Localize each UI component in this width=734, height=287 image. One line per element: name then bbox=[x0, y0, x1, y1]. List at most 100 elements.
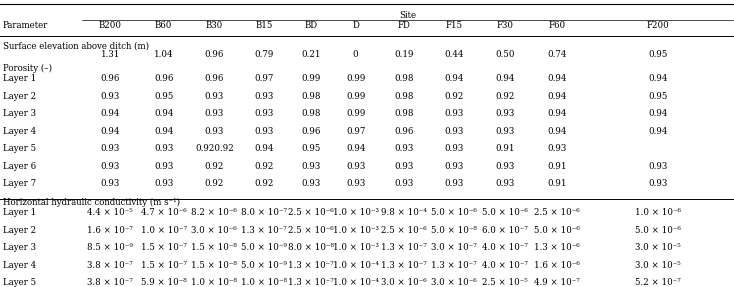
Text: Layer 2: Layer 2 bbox=[3, 92, 36, 101]
Text: 0.93: 0.93 bbox=[255, 92, 274, 101]
Text: 5.0 × 10⁻⁹: 5.0 × 10⁻⁹ bbox=[241, 243, 287, 252]
Text: 0.93: 0.93 bbox=[205, 109, 224, 118]
Text: 8.2 × 10⁻⁶: 8.2 × 10⁻⁶ bbox=[192, 208, 237, 217]
Text: 0.93: 0.93 bbox=[346, 179, 366, 188]
Text: 0.94: 0.94 bbox=[101, 109, 120, 118]
Text: 3.0 × 10⁻⁵: 3.0 × 10⁻⁵ bbox=[635, 261, 680, 270]
Text: 0.96: 0.96 bbox=[205, 51, 224, 59]
Text: 0.96: 0.96 bbox=[205, 74, 224, 83]
Text: 0.92: 0.92 bbox=[255, 179, 274, 188]
Text: FD: FD bbox=[398, 21, 410, 30]
Text: 0.94: 0.94 bbox=[648, 109, 667, 118]
Text: 0.92: 0.92 bbox=[205, 162, 224, 171]
Text: 0.94: 0.94 bbox=[495, 74, 515, 83]
Text: 4.0 × 10⁻⁷: 4.0 × 10⁻⁷ bbox=[482, 261, 528, 270]
Text: 1.0 × 10⁻⁶: 1.0 × 10⁻⁶ bbox=[635, 208, 680, 217]
Text: 1.3 × 10⁻⁷: 1.3 × 10⁻⁷ bbox=[381, 261, 427, 270]
Text: F30: F30 bbox=[497, 21, 514, 30]
Text: 0: 0 bbox=[353, 51, 358, 59]
Text: 1.5 × 10⁻⁷: 1.5 × 10⁻⁷ bbox=[141, 261, 186, 270]
Text: Layer 5: Layer 5 bbox=[3, 278, 36, 287]
Text: 4.7 × 10⁻⁶: 4.7 × 10⁻⁶ bbox=[141, 208, 186, 217]
Text: 0.93: 0.93 bbox=[255, 109, 274, 118]
Text: 0.93: 0.93 bbox=[394, 162, 414, 171]
Text: 0.93: 0.93 bbox=[255, 127, 274, 136]
Text: 0.94: 0.94 bbox=[154, 109, 173, 118]
Text: 0.96: 0.96 bbox=[394, 127, 414, 136]
Text: 0.97: 0.97 bbox=[346, 127, 366, 136]
Text: 0.93: 0.93 bbox=[101, 179, 120, 188]
Text: 5.0 × 10⁻⁶: 5.0 × 10⁻⁶ bbox=[635, 226, 680, 235]
Text: 0.94: 0.94 bbox=[154, 127, 173, 136]
Text: 0.93: 0.93 bbox=[301, 162, 321, 171]
Text: 0.94: 0.94 bbox=[547, 92, 567, 101]
Text: 1.5 × 10⁻⁷: 1.5 × 10⁻⁷ bbox=[141, 243, 186, 252]
Text: 0.93: 0.93 bbox=[547, 144, 567, 153]
Text: 0.21: 0.21 bbox=[301, 51, 321, 59]
Text: 0.92: 0.92 bbox=[495, 92, 515, 101]
Text: 3.0 × 10⁻⁶: 3.0 × 10⁻⁶ bbox=[381, 278, 427, 287]
Text: 1.0 × 10⁻³: 1.0 × 10⁻³ bbox=[333, 243, 379, 252]
Text: Layer 3: Layer 3 bbox=[3, 243, 36, 252]
Text: Layer 6: Layer 6 bbox=[3, 162, 36, 171]
Text: 1.04: 1.04 bbox=[154, 51, 173, 59]
Text: 0.93: 0.93 bbox=[445, 144, 464, 153]
Text: 9.8 × 10⁻⁴: 9.8 × 10⁻⁴ bbox=[381, 208, 427, 217]
Text: 3.8 × 10⁻⁷: 3.8 × 10⁻⁷ bbox=[87, 278, 133, 287]
Text: 0.95: 0.95 bbox=[154, 92, 173, 101]
Text: 0.98: 0.98 bbox=[301, 92, 321, 101]
Text: 1.3 × 10⁻⁷: 1.3 × 10⁻⁷ bbox=[288, 261, 334, 270]
Text: F60: F60 bbox=[548, 21, 565, 30]
Text: 0.99: 0.99 bbox=[346, 92, 366, 101]
Text: 0.93: 0.93 bbox=[445, 109, 464, 118]
Text: F200: F200 bbox=[647, 21, 669, 30]
Text: 1.0 × 10⁻³: 1.0 × 10⁻³ bbox=[333, 226, 379, 235]
Text: 1.3 × 10⁻⁶: 1.3 × 10⁻⁶ bbox=[534, 243, 580, 252]
Text: 0.98: 0.98 bbox=[394, 74, 414, 83]
Text: 0.93: 0.93 bbox=[445, 162, 464, 171]
Text: 0.93: 0.93 bbox=[301, 179, 321, 188]
Text: 0.94: 0.94 bbox=[445, 74, 464, 83]
Text: 0.94: 0.94 bbox=[255, 144, 274, 153]
Text: 0.93: 0.93 bbox=[205, 92, 224, 101]
Text: Layer 7: Layer 7 bbox=[3, 179, 36, 188]
Text: 1.0 × 10⁻⁴: 1.0 × 10⁻⁴ bbox=[333, 278, 379, 287]
Text: 0.98: 0.98 bbox=[301, 109, 321, 118]
Text: 0.93: 0.93 bbox=[346, 162, 366, 171]
Text: 1.3 × 10⁻⁷: 1.3 × 10⁻⁷ bbox=[432, 261, 477, 270]
Text: 0.93: 0.93 bbox=[648, 162, 667, 171]
Text: 5.0 × 10⁻⁶: 5.0 × 10⁻⁶ bbox=[432, 208, 477, 217]
Text: 0.93: 0.93 bbox=[205, 127, 224, 136]
Text: 0.99: 0.99 bbox=[346, 74, 366, 83]
Text: 5.0 × 10⁻⁶: 5.0 × 10⁻⁶ bbox=[482, 208, 528, 217]
Text: Porosity (–): Porosity (–) bbox=[3, 63, 52, 73]
Text: 2.5 × 10⁻⁶: 2.5 × 10⁻⁶ bbox=[288, 226, 334, 235]
Text: BD: BD bbox=[305, 21, 317, 30]
Text: 0.93: 0.93 bbox=[495, 179, 515, 188]
Text: 0.92: 0.92 bbox=[205, 179, 224, 188]
Text: D: D bbox=[352, 21, 359, 30]
Text: 0.91: 0.91 bbox=[547, 179, 567, 188]
Text: 8.0 × 10⁻⁸: 8.0 × 10⁻⁸ bbox=[288, 243, 334, 252]
Text: 0.19: 0.19 bbox=[394, 51, 414, 59]
Text: B200: B200 bbox=[98, 21, 122, 30]
Text: 0.94: 0.94 bbox=[648, 74, 667, 83]
Text: 1.3 × 10⁻⁷: 1.3 × 10⁻⁷ bbox=[381, 243, 427, 252]
Text: 0.98: 0.98 bbox=[394, 92, 414, 101]
Text: 1.3 × 10⁻⁷: 1.3 × 10⁻⁷ bbox=[241, 226, 287, 235]
Text: 0.94: 0.94 bbox=[547, 109, 567, 118]
Text: 0.93: 0.93 bbox=[154, 162, 173, 171]
Text: 0.93: 0.93 bbox=[394, 179, 414, 188]
Text: 0.93: 0.93 bbox=[101, 162, 120, 171]
Text: 0.920.92: 0.920.92 bbox=[195, 144, 233, 153]
Text: 1.0 × 10⁻⁸: 1.0 × 10⁻⁸ bbox=[241, 278, 287, 287]
Text: 0.91: 0.91 bbox=[495, 144, 515, 153]
Text: 5.0 × 10⁻⁸: 5.0 × 10⁻⁸ bbox=[432, 226, 477, 235]
Text: B30: B30 bbox=[206, 21, 223, 30]
Text: 0.94: 0.94 bbox=[346, 144, 366, 153]
Text: Site: Site bbox=[399, 11, 416, 20]
Text: 2.5 × 10⁻⁶: 2.5 × 10⁻⁶ bbox=[534, 208, 580, 217]
Text: 0.93: 0.93 bbox=[101, 144, 120, 153]
Text: 5.0 × 10⁻⁹: 5.0 × 10⁻⁹ bbox=[241, 261, 287, 270]
Text: 0.94: 0.94 bbox=[547, 127, 567, 136]
